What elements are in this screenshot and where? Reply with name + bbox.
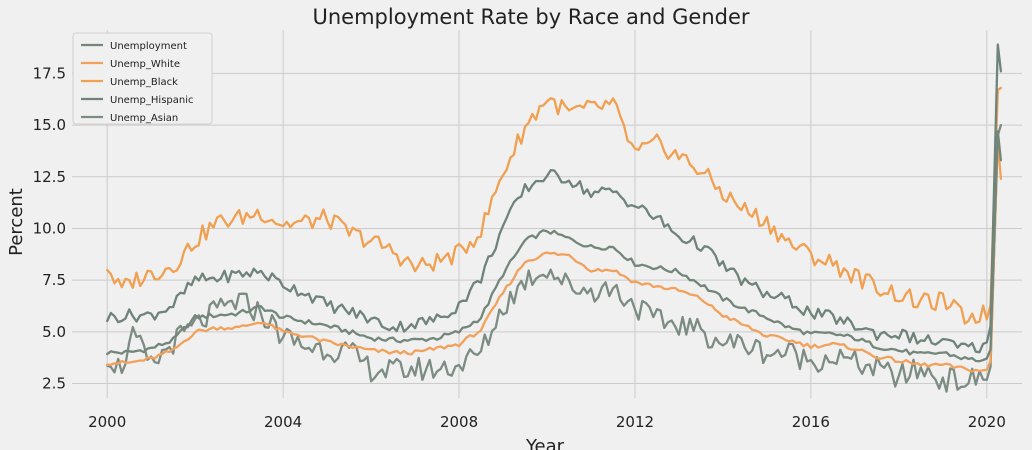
series-lines (106, 43, 1003, 393)
y-tick-label: 10.0 (33, 219, 66, 237)
y-axis-label: Percent (6, 188, 27, 256)
legend-label: Unemp_Asian (110, 113, 178, 124)
x-tick-label: 2016 (792, 413, 830, 431)
y-tick-label: 2.5 (42, 375, 66, 393)
chart-title: Unemployment Rate by Race and Gender (312, 5, 749, 29)
series-line-unemp-white (106, 140, 1003, 373)
legend-label: Unemployment (110, 41, 187, 52)
x-tick-label: 2004 (264, 413, 302, 431)
series-line-unemp-asian (106, 123, 1003, 393)
legend: Unemployment Unemp_White Unemp_Black Unemp_… (72, 32, 213, 125)
legend-label: Unemp_Hispanic (110, 95, 194, 106)
series-line-unemp-hispanic (106, 43, 1003, 354)
legend-box (72, 32, 213, 125)
series-line-unemployment (106, 130, 1003, 363)
legend-label: Unemp_White (110, 59, 180, 70)
y-tick-label: 7.5 (42, 271, 66, 289)
series-line-unemp-black (106, 86, 1003, 325)
y-tick-label: 5.0 (42, 323, 66, 341)
x-tick-label: 2008 (440, 413, 478, 431)
x-axis-label: Year (525, 436, 565, 450)
y-tick-label: 12.5 (33, 168, 66, 186)
x-tick-label: 2000 (88, 413, 126, 431)
legend-label: Unemp_Black (110, 77, 178, 88)
y-tick-label: 15.0 (33, 116, 66, 134)
x-tick-label: 2020 (968, 413, 1006, 431)
y-tick-label: 17.5 (33, 64, 66, 82)
x-tick-label: 2012 (616, 413, 654, 431)
tick-labels: 2000 2004 2008 2012 2016 2020 2.5 5.0 7.5 10.0 12.… (33, 64, 1006, 431)
